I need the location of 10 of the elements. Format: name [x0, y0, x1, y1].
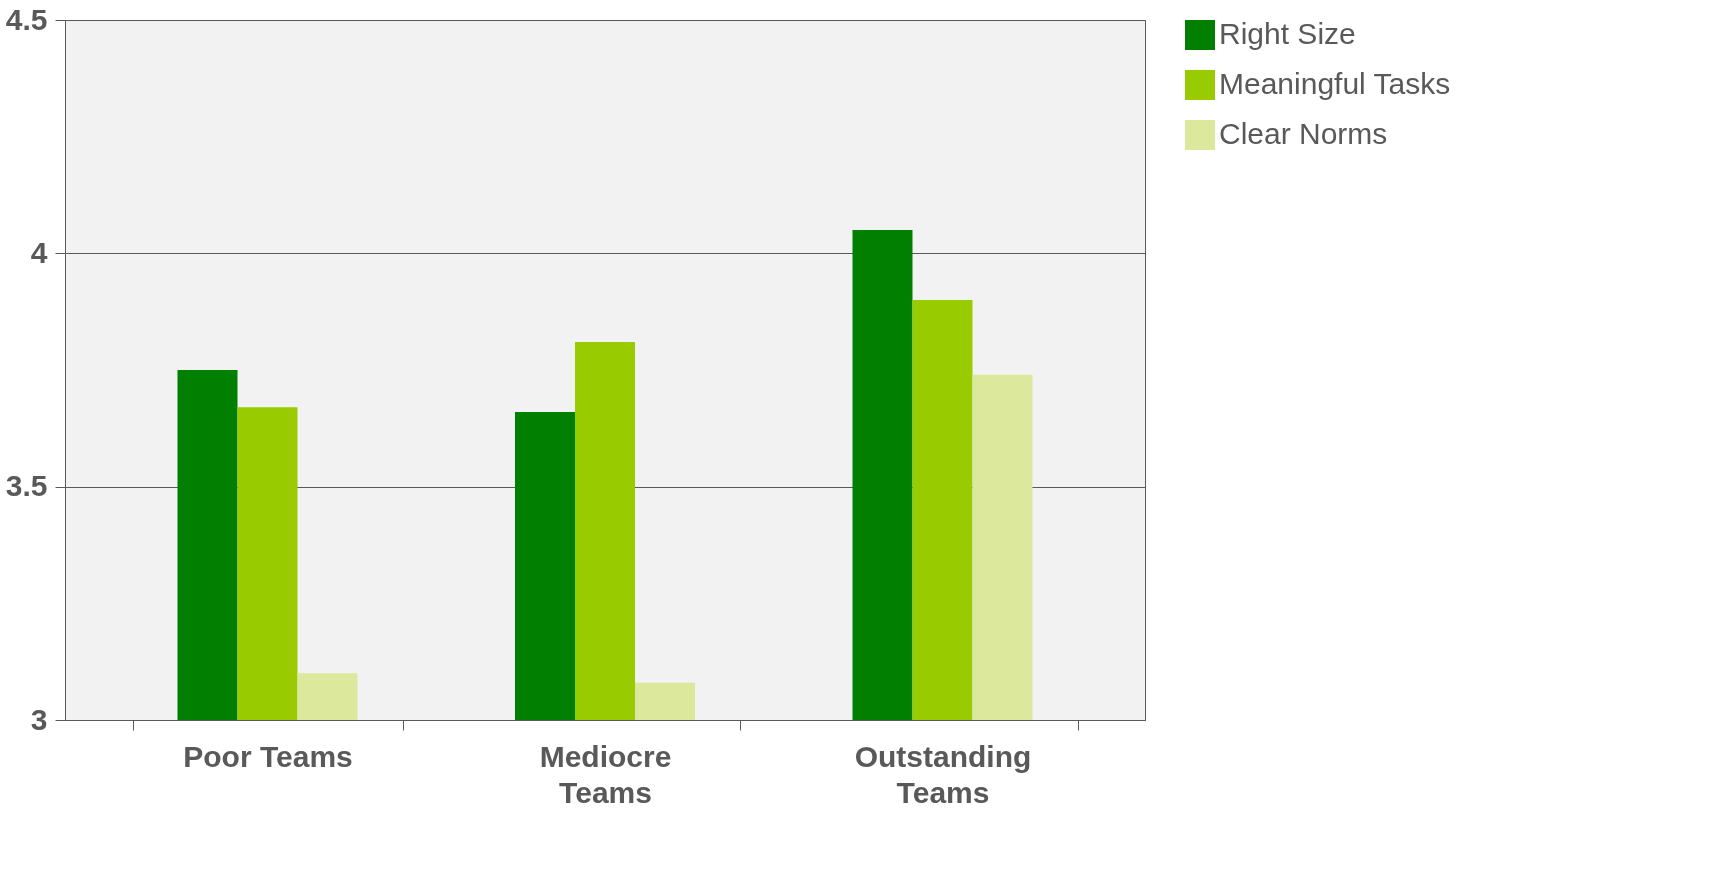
y-tick-label: 3: [30, 702, 48, 736]
x-tick-label: Mediocre Teams: [539, 739, 672, 809]
x-tick-label: Poor Teams: [183, 739, 353, 773]
y-tick-label: 3.5: [5, 469, 48, 503]
y-tick-label: 4.5: [5, 2, 48, 36]
legend-label: Right Size: [1219, 17, 1356, 50]
legend-label: Clear Norms: [1219, 117, 1388, 150]
y-tick-label: 4: [30, 235, 48, 269]
legend-label: Meaningful Tasks: [1219, 67, 1451, 100]
x-tick-label: Outstanding Teams: [854, 739, 1032, 809]
